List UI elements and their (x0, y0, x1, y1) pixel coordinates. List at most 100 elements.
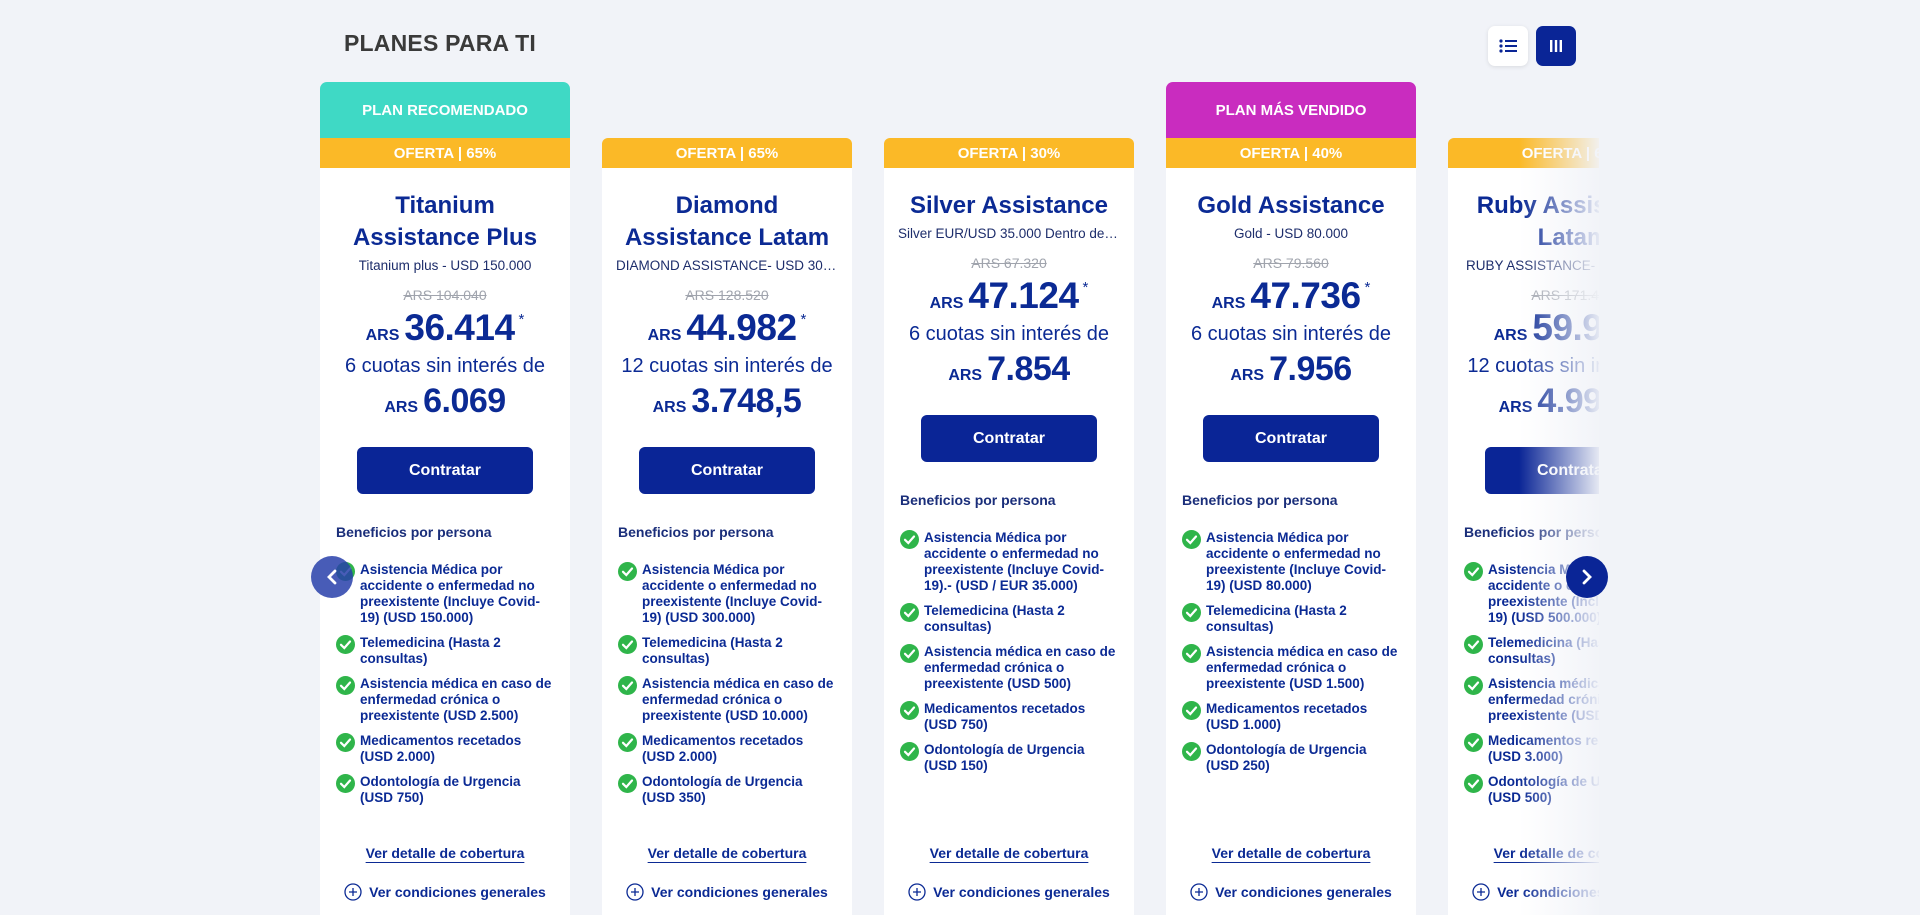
check-mark (1467, 567, 1480, 577)
check-icon (900, 701, 919, 720)
price: 36.414 (404, 307, 515, 348)
contract-button[interactable]: Contratar (357, 447, 533, 494)
detail-link[interactable]: Ver detalle de cobertura (1493, 845, 1599, 861)
contract-button[interactable]: Contratar (921, 415, 1097, 462)
check-mark (1467, 681, 1480, 691)
contract-button[interactable]: Contratar (1485, 447, 1599, 494)
benefit-text: Medicamentos recetados (USD 2.000) (360, 733, 522, 764)
page-title: PLANES PARA TI (344, 30, 536, 56)
check-circle (1464, 562, 1483, 581)
benefit-text: Medicamentos recetados (USD 1.000) (1206, 701, 1368, 732)
benefit-item: Asistencia médica en caso de enfermedad … (336, 676, 554, 724)
check-mark (903, 747, 916, 757)
benefits-list: Asistencia Médica por accidente o enferm… (1182, 530, 1400, 783)
plus-circle (1190, 883, 1208, 901)
benefit-item: Odontología de Urgencia (USD 350) (618, 774, 836, 806)
price-row: ARS 36.414 * (366, 307, 525, 349)
contract-button[interactable]: Contratar (639, 447, 815, 494)
check-mark (621, 779, 634, 789)
benefit-text: Telemedicina (Hasta 2 consultas) (360, 635, 501, 666)
plan-name: Ruby Assistance Latam (1476, 192, 1599, 251)
old-price: ARS 104.040 (403, 287, 487, 303)
plan-subtitle: Silver EUR/USD 35.000 Dentro de Zona (898, 226, 1120, 241)
benefits-list: Asistencia Médica por accidente o enferm… (336, 562, 554, 815)
benefit-item: Odontología de Urgencia (USD 150) (900, 742, 1118, 774)
price-note: * (1082, 279, 1089, 296)
installment-row: ARS 7.956 (1230, 350, 1352, 389)
benefits-title: Beneficios por persona (900, 492, 1056, 508)
detail-link[interactable]: Ver detalle de cobertura (1211, 845, 1371, 861)
benefits-title: Beneficios por persona (1182, 492, 1338, 508)
plan-subtitle: DIAMOND ASSISTANCE- USD 300.000 (616, 258, 838, 273)
check-circle (900, 603, 919, 622)
check-mark (339, 779, 352, 789)
conditions-link[interactable]: Ver condiciones generales (626, 883, 828, 901)
check-mark (1185, 747, 1198, 757)
check-mark (621, 681, 634, 691)
currency: ARS (929, 295, 964, 312)
conditions-link[interactable]: Ver condiciones generales (344, 883, 546, 901)
installment-price: 3.748,5 (691, 382, 802, 420)
check-icon (1464, 774, 1483, 793)
chevron-right (1582, 569, 1592, 585)
installment-row: ARS 6.069 (384, 382, 506, 421)
old-price: ARS 67.320 (971, 255, 1047, 271)
conditions-text: Ver condiciones generales (369, 884, 546, 900)
installment-currency: ARS (1498, 399, 1533, 416)
list-view-toggle[interactable] (1488, 26, 1528, 66)
conditions-link[interactable]: Ver condiciones generales (1190, 883, 1392, 901)
conditions-link[interactable]: Ver condiciones generales (908, 883, 1110, 901)
check-mark (339, 681, 352, 691)
benefit-text: Asistencia Médica por accidente o enferm… (360, 562, 541, 625)
column-view-toggle[interactable] (1536, 26, 1576, 66)
benefit-item: Telemedicina (Hasta 2 consultas) (618, 635, 836, 667)
benefit-item: Asistencia médica en caso de enfermedad … (1182, 644, 1400, 692)
plus-icon (626, 883, 644, 901)
check-mark (1185, 706, 1198, 716)
plan-card: OFERTA | 65% Ruby Assistance Latam RUBY AS… (1448, 82, 1599, 915)
benefit-item: Asistencia médica en caso de enfermedad … (618, 676, 836, 724)
badge-spacer (602, 82, 852, 138)
benefit-text: Medicamentos recetados (USD 750) (924, 701, 1086, 732)
previous-arrow[interactable] (311, 556, 353, 598)
conditions-link[interactable]: Ver condiciones generales (1472, 883, 1599, 901)
plan-card: PLAN MÁS VENDIDO OFERTA | 40% Gold Assista… (1166, 82, 1416, 915)
plan-name: Gold Assistance (1197, 192, 1385, 219)
contract-button[interactable]: Contratar (1203, 415, 1379, 462)
check-icon (618, 635, 637, 654)
plan-badge: PLAN MÁS VENDIDO (1166, 82, 1416, 138)
offer-banner: OFERTA | 40% (1166, 138, 1416, 168)
plan-name: Silver Assistance (910, 192, 1108, 219)
currency: ARS (647, 327, 682, 344)
check-circle (1182, 701, 1201, 720)
next-arrow[interactable] (1566, 556, 1608, 598)
check-icon (1182, 603, 1201, 622)
check-icon (900, 603, 919, 622)
price: 59.990 (1532, 307, 1599, 348)
plus-icon (1190, 883, 1208, 901)
check-icon (900, 742, 919, 761)
badge-spacer (1448, 82, 1599, 138)
detail-link[interactable]: Ver detalle de cobertura (365, 845, 525, 861)
plus-icon (1472, 883, 1490, 901)
card-body: Titanium Assistance Plus Titanium plus - … (320, 168, 570, 915)
installments: 12 cuotas sin interés de (1467, 355, 1599, 377)
installment-price: 7.854 (987, 350, 1070, 388)
benefit-text: Odontología de Urgencia (USD 350) (642, 774, 803, 805)
benefit-text: Telemedicina (Hasta 2 consultas) (1488, 635, 1599, 666)
detail-link[interactable]: Ver detalle de cobertura (647, 845, 807, 861)
price-row: ARS 47.124 * (930, 275, 1089, 317)
plus-sign (1477, 888, 1486, 896)
detail-link[interactable]: Ver detalle de cobertura (929, 845, 1089, 861)
benefit-item: Asistencia Médica por accidente o enferm… (618, 562, 836, 626)
chevron-left (327, 569, 337, 585)
benefit-text: Asistencia Médica por accidente o enferm… (642, 562, 823, 625)
price-note: * (800, 311, 807, 328)
check-icon (1464, 733, 1483, 752)
check-icon (336, 635, 355, 654)
plans-carousel: PLAN RECOMENDADO OFERTA | 65% Titanium Ass… (320, 82, 1599, 915)
plus-sign (913, 888, 922, 896)
price: 47.736 (1250, 275, 1361, 316)
